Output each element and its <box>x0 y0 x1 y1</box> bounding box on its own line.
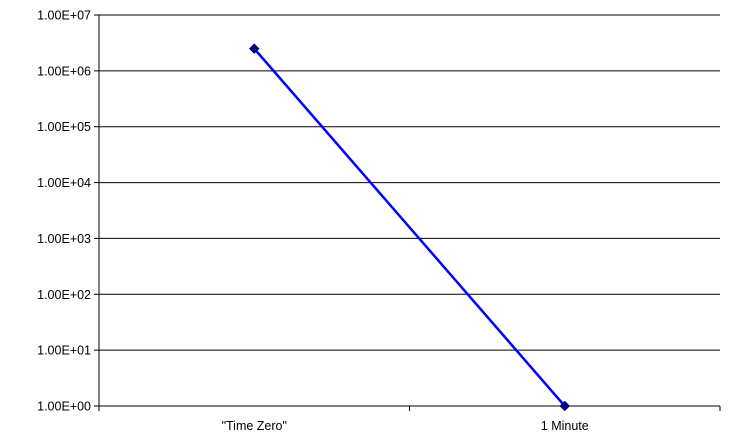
series-line-0 <box>253 47 566 407</box>
y-tick-label-3: 1.00E+03 <box>37 232 91 246</box>
data-series <box>248 43 571 412</box>
y-tick-labels: 1.00E+00 1.00E+01 1.00E+02 1.00E+03 1.00E+04… <box>37 9 91 414</box>
data-point-0-1 <box>559 400 571 412</box>
data-point-0-0 <box>248 43 260 54</box>
x-tick-label-0: "Time Zero" <box>222 419 287 433</box>
y-tick-label-2: 1.00E+02 <box>37 288 91 302</box>
y-tick-label-1: 1.00E+01 <box>37 344 91 358</box>
axes <box>94 14 721 411</box>
y-tick-label-4: 1.00E+04 <box>37 176 91 190</box>
x-tick-label-1: 1 Minute <box>541 419 589 433</box>
y-tick-label-6: 1.00E+06 <box>37 64 91 78</box>
y-tick-label-7: 1.00E+07 <box>37 9 91 23</box>
y-tick-label-0: 1.00E+00 <box>37 400 91 414</box>
x-tick-labels: "Time Zero" 1 Minute <box>222 419 589 433</box>
gridlines <box>99 14 720 407</box>
y-tick-label-5: 1.00E+05 <box>37 120 91 134</box>
